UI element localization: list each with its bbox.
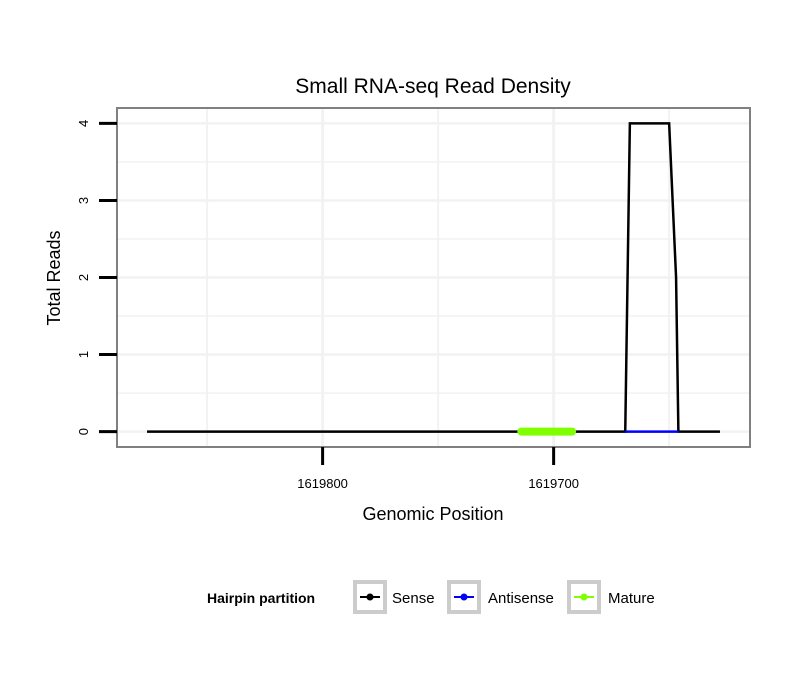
legend-label-antisense: Antisense xyxy=(488,590,554,607)
legend-title: Hairpin partition xyxy=(207,590,315,606)
legend-key-point xyxy=(460,593,468,601)
grid xyxy=(117,108,750,447)
y-tick-label: 0 xyxy=(76,428,91,435)
y-axis-label: Total Reads xyxy=(44,230,64,325)
y-tick-label: 3 xyxy=(76,197,91,204)
series-layer xyxy=(147,122,720,436)
y-tick-label: 4 xyxy=(76,120,91,127)
legend-label-sense: Sense xyxy=(392,590,435,607)
legend: Hairpin partition Sense Antisense Mature xyxy=(207,580,655,614)
y-tick-label: 1 xyxy=(76,351,91,358)
x-tick-label: 1619800 xyxy=(297,476,348,491)
y-tick-label: 2 xyxy=(76,274,91,281)
x-tick-label: 1619700 xyxy=(528,476,579,491)
x-axis-label: Genomic Position xyxy=(362,504,503,524)
legend-key-point xyxy=(580,593,588,601)
chart-title: Small RNA-seq Read Density xyxy=(295,75,571,98)
legend-label-mature: Mature xyxy=(608,590,655,607)
axes: 0 1 2 3 4 1619800 1619700 xyxy=(76,120,579,491)
legend-key-point xyxy=(366,593,374,601)
